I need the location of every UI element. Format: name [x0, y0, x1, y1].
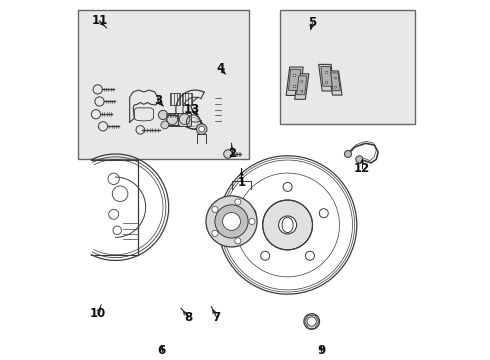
Circle shape: [263, 200, 313, 250]
Text: 6: 6: [157, 345, 166, 357]
Circle shape: [301, 90, 303, 92]
Circle shape: [304, 314, 319, 329]
Polygon shape: [296, 76, 307, 95]
Bar: [280, 10, 416, 124]
Circle shape: [305, 251, 315, 260]
Circle shape: [325, 71, 328, 73]
Polygon shape: [286, 67, 303, 95]
Text: 10: 10: [90, 307, 106, 320]
Bar: [78, 10, 248, 159]
Circle shape: [212, 230, 218, 237]
Circle shape: [247, 209, 256, 218]
Circle shape: [249, 219, 255, 225]
Circle shape: [325, 81, 328, 84]
Circle shape: [212, 206, 218, 212]
Text: 8: 8: [184, 311, 193, 324]
Circle shape: [319, 209, 328, 218]
Circle shape: [294, 85, 296, 87]
Circle shape: [235, 238, 241, 244]
Circle shape: [335, 86, 336, 88]
Text: 3: 3: [154, 94, 162, 107]
Bar: [182, 93, 192, 105]
Circle shape: [344, 150, 351, 158]
Circle shape: [199, 126, 204, 132]
Text: 5: 5: [308, 16, 317, 29]
Circle shape: [261, 251, 270, 260]
Polygon shape: [331, 73, 340, 91]
Circle shape: [294, 75, 296, 77]
Polygon shape: [321, 67, 332, 86]
Bar: [166, 113, 179, 126]
Polygon shape: [318, 64, 335, 91]
Circle shape: [283, 183, 292, 192]
Text: 9: 9: [317, 345, 325, 357]
Circle shape: [215, 205, 248, 238]
Text: 13: 13: [184, 103, 200, 116]
Bar: [178, 113, 191, 126]
Text: 1: 1: [237, 176, 245, 189]
Circle shape: [356, 156, 363, 163]
Text: 11: 11: [91, 14, 108, 27]
Circle shape: [279, 216, 296, 234]
Polygon shape: [294, 74, 309, 99]
Circle shape: [335, 77, 336, 79]
Circle shape: [224, 150, 232, 158]
Text: 2: 2: [228, 148, 237, 161]
Bar: [170, 93, 180, 105]
Text: 12: 12: [354, 162, 370, 175]
Circle shape: [307, 317, 317, 326]
Circle shape: [301, 81, 303, 82]
Text: 4: 4: [216, 62, 224, 75]
Circle shape: [161, 121, 169, 129]
Circle shape: [235, 199, 241, 205]
Circle shape: [206, 196, 257, 247]
Polygon shape: [329, 71, 342, 95]
Circle shape: [222, 212, 241, 230]
Polygon shape: [289, 69, 301, 90]
Circle shape: [196, 124, 207, 135]
Circle shape: [158, 110, 168, 120]
Text: 7: 7: [213, 311, 220, 324]
